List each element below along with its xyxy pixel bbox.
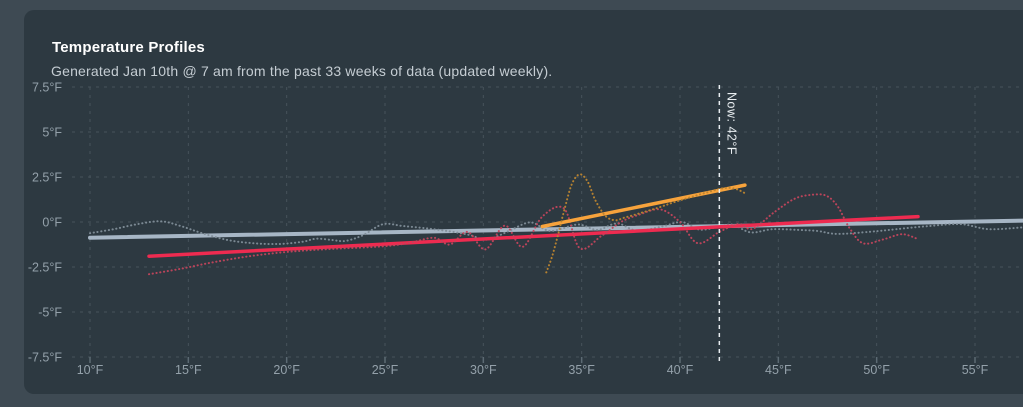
- temperature-profiles-card: Temperature Profiles Generated Jan 10th …: [24, 10, 1023, 394]
- card-title: Temperature Profiles: [52, 39, 205, 56]
- card-subtitle: Generated Jan 10th @ 7 am from the past …: [51, 63, 553, 79]
